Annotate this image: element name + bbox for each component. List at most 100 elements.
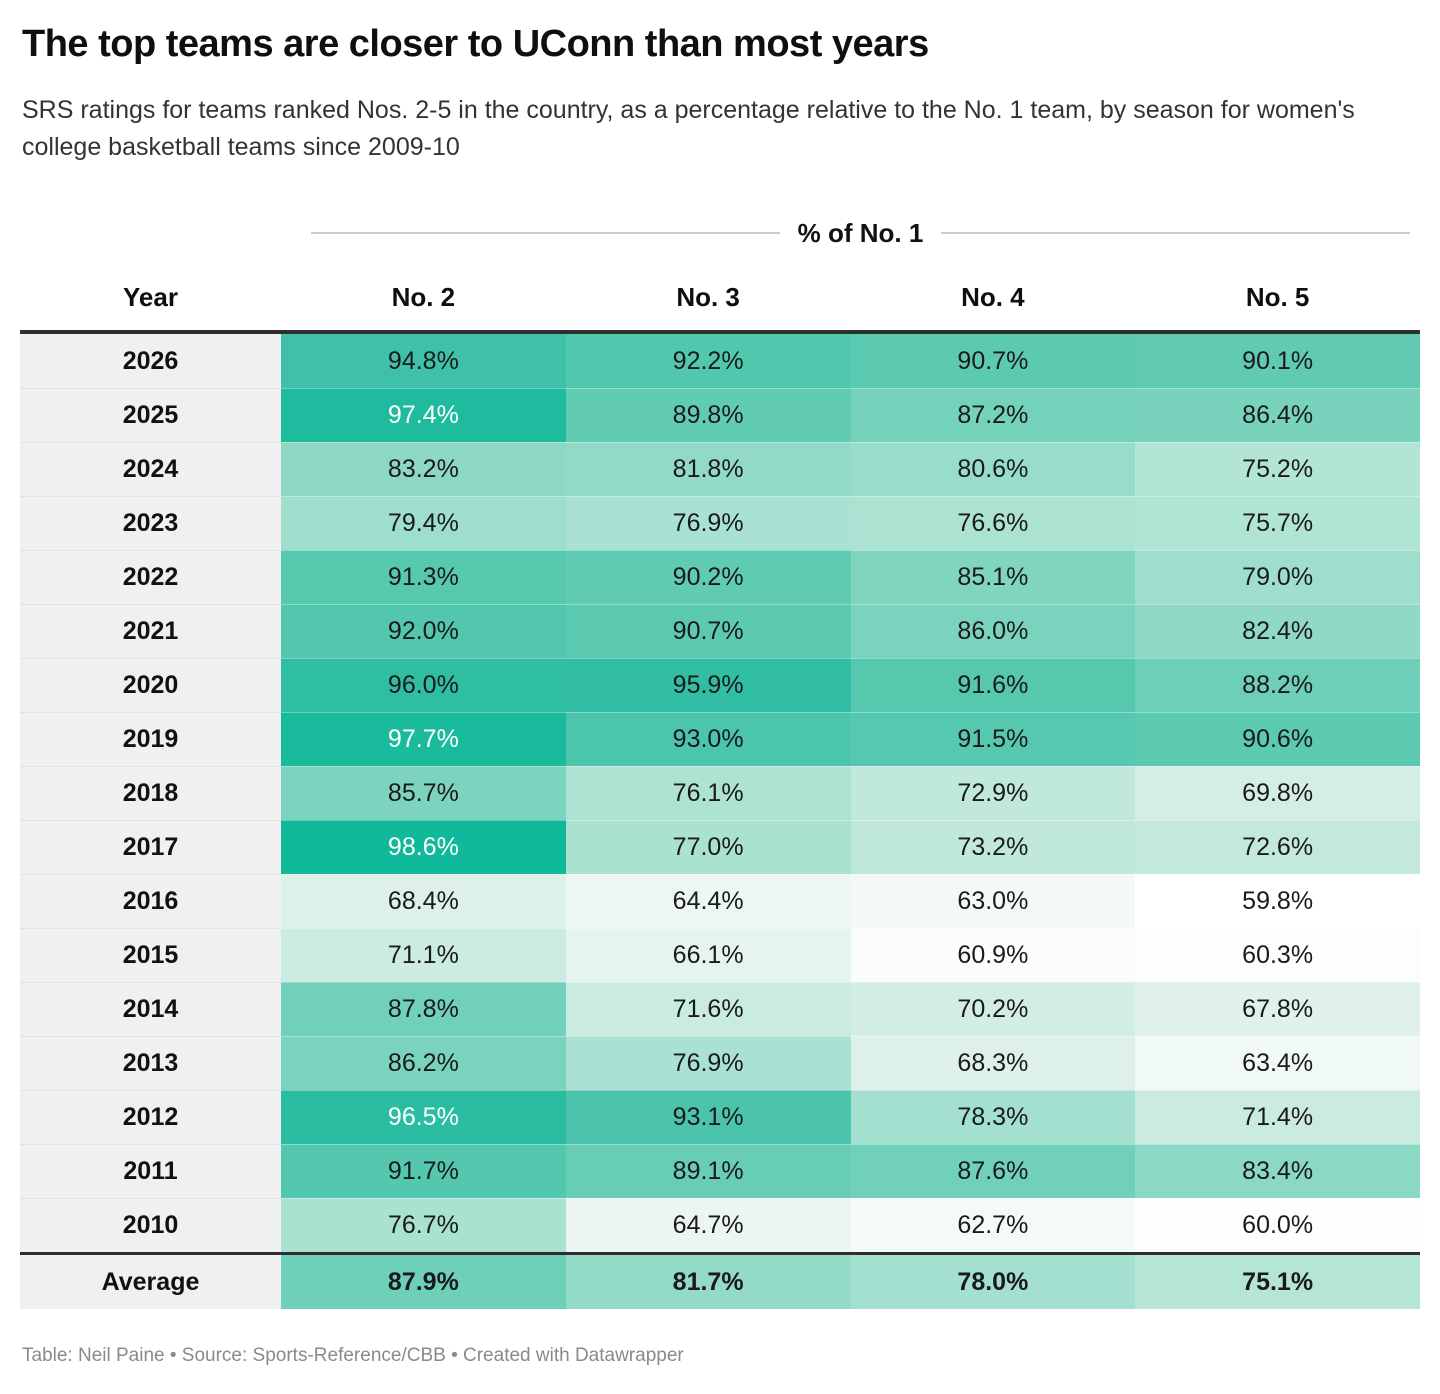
value-cell: 81.8%	[565, 442, 851, 496]
year-cell: 2021	[20, 604, 281, 658]
value-cell: 90.6%	[1135, 712, 1420, 766]
table-row: 2021 92.0% 90.7% 86.0% 82.4%	[20, 604, 1420, 658]
value-cell: 76.1%	[565, 766, 851, 820]
value-cell: 90.2%	[565, 550, 851, 604]
table-row: 2018 85.7% 76.1% 72.9% 69.8%	[20, 766, 1420, 820]
value-cell: 76.9%	[565, 1036, 851, 1090]
value-cell: 76.6%	[850, 496, 1136, 550]
table-row: 2011 91.7% 89.1% 87.6% 83.4%	[20, 1144, 1420, 1198]
value-cell: 60.9%	[850, 928, 1136, 982]
value-cell: 76.9%	[565, 496, 851, 550]
average-label: Average	[20, 1255, 281, 1309]
year-cell: 2026	[20, 334, 281, 388]
value-cell: 80.6%	[850, 442, 1136, 496]
value-cell: 66.1%	[565, 928, 851, 982]
year-cell: 2023	[20, 496, 281, 550]
table-row: 2024 83.2% 81.8% 80.6% 75.2%	[20, 442, 1420, 496]
table-row: 2010 76.7% 64.7% 62.7% 60.0%	[20, 1198, 1420, 1252]
value-cell: 96.0%	[281, 658, 566, 712]
table-body: 2026 94.8% 92.2% 90.7% 90.1% 2025 97.4% 89.8% 87…	[20, 334, 1420, 1252]
average-value-cell: 75.1%	[1135, 1255, 1420, 1309]
value-cell: 83.2%	[281, 442, 566, 496]
table-row: 2023 79.4% 76.9% 76.6% 75.7%	[20, 496, 1420, 550]
value-cell: 91.3%	[281, 550, 566, 604]
year-cell: 2013	[20, 1036, 281, 1090]
value-cell: 88.2%	[1135, 658, 1420, 712]
table-row: 2026 94.8% 92.2% 90.7% 90.1%	[20, 334, 1420, 388]
value-cell: 86.4%	[1135, 388, 1420, 442]
table-row: 2015 71.1% 66.1% 60.9% 60.3%	[20, 928, 1420, 982]
heatmap-table: % of No. 1 Year No. 2 No. 3 No. 4 No. 5 …	[20, 218, 1420, 1309]
column-header-no4: No. 4	[961, 281, 1025, 312]
value-cell: 98.6%	[281, 820, 566, 874]
column-header-no5: No. 5	[1245, 281, 1310, 312]
table-row: 2013 86.2% 76.9% 68.3% 63.4%	[20, 1036, 1420, 1090]
value-cell: 87.6%	[850, 1144, 1136, 1198]
year-cell: 2010	[20, 1198, 281, 1252]
value-cell: 90.1%	[1135, 334, 1420, 388]
value-cell: 79.0%	[1135, 550, 1420, 604]
value-cell: 95.9%	[565, 658, 851, 712]
chart-subtitle: SRS ratings for teams ranked Nos. 2-5 in…	[22, 96, 1355, 161]
value-cell: 82.4%	[1135, 604, 1420, 658]
value-cell: 92.0%	[281, 604, 566, 658]
average-value-cell: 78.0%	[850, 1255, 1136, 1309]
column-group-label: % of No. 1	[797, 217, 924, 248]
value-cell: 85.1%	[850, 550, 1136, 604]
value-cell: 73.2%	[850, 820, 1136, 874]
value-cell: 63.4%	[1135, 1036, 1420, 1090]
year-cell: 2011	[20, 1144, 281, 1198]
value-cell: 79.4%	[281, 496, 566, 550]
attribution: Table: Neil Paine • Source: Sports-Refer…	[22, 1345, 684, 1366]
group-header-rule-right	[941, 232, 1411, 234]
year-cell: 2015	[20, 928, 281, 982]
value-cell: 89.8%	[565, 388, 851, 442]
value-cell: 70.2%	[850, 982, 1136, 1036]
year-cell: 2016	[20, 874, 281, 928]
value-cell: 97.7%	[281, 712, 566, 766]
table-row: 2017 98.6% 77.0% 73.2% 72.6%	[20, 820, 1420, 874]
value-cell: 87.8%	[281, 982, 566, 1036]
value-cell: 71.6%	[565, 982, 851, 1036]
value-cell: 92.2%	[565, 334, 851, 388]
year-cell: 2020	[20, 658, 281, 712]
value-cell: 59.8%	[1135, 874, 1420, 928]
value-cell: 60.0%	[1135, 1198, 1420, 1252]
value-cell: 63.0%	[850, 874, 1136, 928]
average-row: Average 87.9% 81.7% 78.0% 75.1%	[20, 1252, 1420, 1309]
value-cell: 69.8%	[1135, 766, 1420, 820]
value-cell: 90.7%	[850, 334, 1136, 388]
value-cell: 78.3%	[850, 1090, 1136, 1144]
table-header-row: Year No. 2 No. 3 No. 4 No. 5	[20, 264, 1420, 334]
value-cell: 67.8%	[1135, 982, 1420, 1036]
column-group-header: % of No. 1	[281, 218, 1420, 248]
value-cell: 87.2%	[850, 388, 1136, 442]
table-row: 2025 97.4% 89.8% 87.2% 86.4%	[20, 388, 1420, 442]
year-cell: 2012	[20, 1090, 281, 1144]
value-cell: 68.4%	[281, 874, 566, 928]
value-cell: 91.7%	[281, 1144, 566, 1198]
value-cell: 93.1%	[565, 1090, 851, 1144]
year-cell: 2018	[20, 766, 281, 820]
value-cell: 91.6%	[850, 658, 1136, 712]
value-cell: 72.9%	[850, 766, 1136, 820]
year-cell: 2019	[20, 712, 281, 766]
value-cell: 68.3%	[850, 1036, 1136, 1090]
value-cell: 64.4%	[565, 874, 851, 928]
chart-title: The top teams are closer to UConn than m…	[22, 23, 929, 65]
table-row: 2020 96.0% 95.9% 91.6% 88.2%	[20, 658, 1420, 712]
value-cell: 77.0%	[565, 820, 851, 874]
value-cell: 75.2%	[1135, 442, 1420, 496]
year-cell: 2017	[20, 820, 281, 874]
table-row: 2019 97.7% 93.0% 91.5% 90.6%	[20, 712, 1420, 766]
value-cell: 62.7%	[850, 1198, 1136, 1252]
value-cell: 83.4%	[1135, 1144, 1420, 1198]
year-cell: 2024	[20, 442, 281, 496]
year-cell: 2025	[20, 388, 281, 442]
value-cell: 90.7%	[565, 604, 851, 658]
value-cell: 93.0%	[565, 712, 851, 766]
value-cell: 94.8%	[281, 334, 566, 388]
value-cell: 85.7%	[281, 766, 566, 820]
column-header-no2: No. 2	[391, 281, 456, 312]
